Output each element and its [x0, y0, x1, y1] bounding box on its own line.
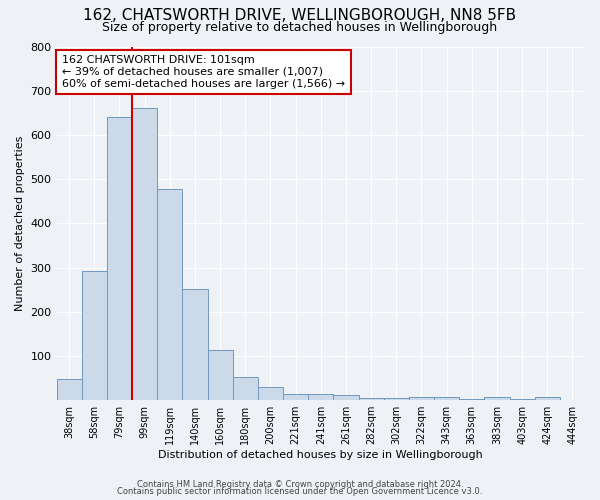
Bar: [182, 289, 208, 400]
Bar: [107, 117, 132, 400]
Bar: [157, 189, 182, 400]
Bar: [56, 380, 82, 400]
Bar: [409, 396, 434, 400]
Text: Contains public sector information licensed under the Open Government Licence v3: Contains public sector information licen…: [118, 487, 482, 496]
Bar: [208, 350, 233, 400]
Text: 162 CHATSWORTH DRIVE: 101sqm
← 39% of detached houses are smaller (1,007)
60% of: 162 CHATSWORTH DRIVE: 101sqm ← 39% of de…: [62, 56, 345, 88]
Bar: [233, 377, 258, 400]
X-axis label: Distribution of detached houses by size in Wellingborough: Distribution of detached houses by size …: [158, 450, 483, 460]
Y-axis label: Number of detached properties: Number of detached properties: [15, 136, 25, 311]
Bar: [434, 396, 459, 400]
Bar: [383, 398, 409, 400]
Text: Contains HM Land Registry data © Crown copyright and database right 2024.: Contains HM Land Registry data © Crown c…: [137, 480, 463, 489]
Bar: [334, 395, 359, 400]
Bar: [82, 270, 107, 400]
Text: 162, CHATSWORTH DRIVE, WELLINGBOROUGH, NN8 5FB: 162, CHATSWORTH DRIVE, WELLINGBOROUGH, N…: [83, 8, 517, 22]
Bar: [283, 394, 308, 400]
Bar: [459, 399, 484, 400]
Bar: [484, 396, 509, 400]
Bar: [359, 398, 383, 400]
Bar: [132, 108, 157, 400]
Bar: [535, 396, 560, 400]
Bar: [308, 394, 334, 400]
Text: Size of property relative to detached houses in Wellingborough: Size of property relative to detached ho…: [103, 22, 497, 35]
Bar: [258, 387, 283, 400]
